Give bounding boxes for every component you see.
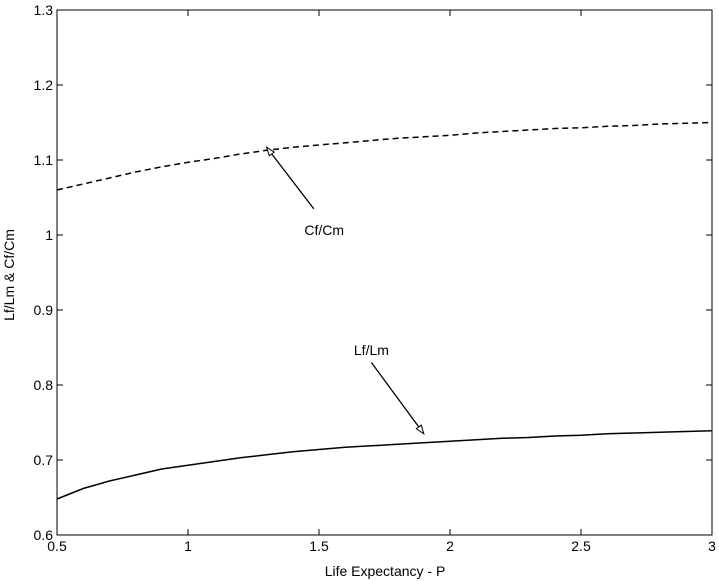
x-tick-label: 2 <box>446 538 454 554</box>
annotation-arrowhead <box>265 146 276 157</box>
x-axis-title: Life Expectancy - P <box>325 563 446 579</box>
series-line-cf-cm <box>56 121 713 191</box>
annotation-label: Lf/Lm <box>354 342 389 358</box>
y-tick-label: 0.7 <box>34 452 54 468</box>
x-tick-label: 3 <box>708 538 716 554</box>
x-tick-label: 0.5 <box>47 538 67 554</box>
y-tick-label: 1.1 <box>34 152 54 168</box>
y-tick-label: 0.9 <box>34 302 54 318</box>
annotation-label: Cf/Cm <box>304 222 344 238</box>
y-tick-label: 1.3 <box>34 2 54 18</box>
annotation-arrow <box>266 146 315 210</box>
x-tick-label: 1.5 <box>309 538 329 554</box>
y-tick-label: 1.2 <box>34 77 54 93</box>
y-axis-title: Lf/Lm & Cf/Cm <box>1 229 17 321</box>
annotation-arrowhead <box>415 424 425 435</box>
y-tick-label: 1 <box>45 227 53 243</box>
y-tick-label: 0.8 <box>34 377 54 393</box>
series-line-lf-lm <box>56 430 713 500</box>
plot-frame <box>56 9 713 536</box>
y-tick-label: 0.6 <box>34 527 54 543</box>
annotation-arrow <box>370 362 425 435</box>
x-tick-label: 2.5 <box>571 538 591 554</box>
x-tick-label: 1 <box>184 538 192 554</box>
